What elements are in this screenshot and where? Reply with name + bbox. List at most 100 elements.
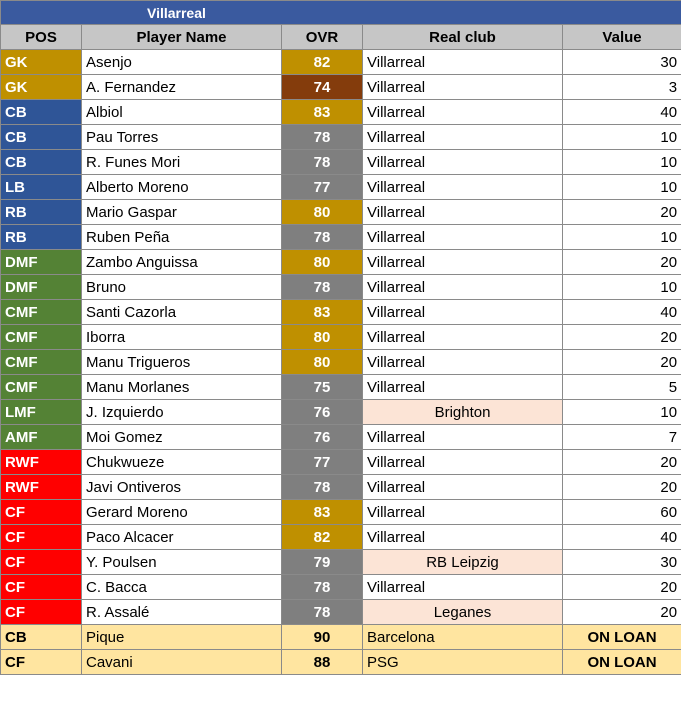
player-name-cell[interactable]: Moi Gomez — [81, 424, 282, 450]
ovr-cell[interactable]: 78 — [281, 274, 363, 300]
value-cell[interactable]: 20 — [561, 574, 681, 600]
ovr-cell[interactable]: 76 — [281, 424, 363, 450]
player-name-cell[interactable]: Asenjo — [81, 49, 282, 75]
value-cell[interactable]: 20 — [561, 349, 681, 375]
player-name-cell[interactable]: C. Bacca — [81, 574, 282, 600]
real-club-cell[interactable]: Villarreal — [362, 149, 563, 175]
player-name-cell[interactable]: Pau Torres — [81, 124, 282, 150]
value-cell[interactable]: 10 — [561, 224, 681, 250]
real-club-cell[interactable]: Villarreal — [362, 524, 563, 550]
pos-cell[interactable]: CMF — [0, 349, 82, 375]
value-cell[interactable]: 20 — [561, 324, 681, 350]
player-name-cell[interactable]: R. Funes Mori — [81, 149, 282, 175]
real-club-cell[interactable]: Villarreal — [362, 224, 563, 250]
player-name-cell[interactable]: Manu Morlanes — [81, 374, 282, 400]
real-club-cell[interactable]: Villarreal — [362, 124, 563, 150]
ovr-cell[interactable]: 74 — [281, 74, 363, 100]
player-name-cell[interactable]: R. Assalé — [81, 599, 282, 625]
value-cell[interactable]: 20 — [561, 449, 681, 475]
real-club-cell[interactable]: Villarreal — [362, 49, 563, 75]
value-cell[interactable]: 3 — [561, 74, 681, 100]
header-player-name[interactable]: Player Name — [81, 24, 282, 50]
value-cell[interactable]: 20 — [561, 599, 681, 625]
pos-cell[interactable]: DMF — [0, 249, 82, 275]
value-cell[interactable]: 10 — [561, 149, 681, 175]
value-cell[interactable]: 20 — [561, 249, 681, 275]
value-cell[interactable]: 10 — [561, 274, 681, 300]
ovr-cell[interactable]: 76 — [281, 399, 363, 425]
ovr-cell[interactable]: 83 — [281, 299, 363, 325]
player-name-cell[interactable]: Gerard Moreno — [81, 499, 282, 525]
player-name-cell[interactable]: Pique — [81, 624, 282, 650]
value-cell[interactable]: 20 — [561, 199, 681, 225]
value-cell[interactable]: ON LOAN — [561, 649, 681, 675]
value-cell[interactable]: 40 — [561, 99, 681, 125]
pos-cell[interactable]: CMF — [0, 324, 82, 350]
ovr-cell[interactable]: 78 — [281, 124, 363, 150]
player-name-cell[interactable]: Iborra — [81, 324, 282, 350]
ovr-cell[interactable]: 80 — [281, 324, 363, 350]
pos-cell[interactable]: CF — [0, 549, 82, 575]
ovr-cell[interactable]: 78 — [281, 224, 363, 250]
pos-cell[interactable]: AMF — [0, 424, 82, 450]
value-cell[interactable]: 5 — [561, 374, 681, 400]
player-name-cell[interactable]: Zambo Anguissa — [81, 249, 282, 275]
ovr-cell[interactable]: 83 — [281, 99, 363, 125]
ovr-cell[interactable]: 78 — [281, 149, 363, 175]
ovr-cell[interactable]: 82 — [281, 524, 363, 550]
player-name-cell[interactable]: Cavani — [81, 649, 282, 675]
ovr-cell[interactable]: 80 — [281, 349, 363, 375]
pos-cell[interactable]: CF — [0, 524, 82, 550]
value-cell[interactable]: 40 — [561, 299, 681, 325]
value-cell[interactable]: 30 — [561, 49, 681, 75]
real-club-cell[interactable]: Villarreal — [362, 324, 563, 350]
ovr-cell[interactable]: 79 — [281, 549, 363, 575]
ovr-cell[interactable]: 83 — [281, 499, 363, 525]
player-name-cell[interactable]: A. Fernandez — [81, 74, 282, 100]
pos-cell[interactable]: CMF — [0, 299, 82, 325]
real-club-cell[interactable]: Villarreal — [362, 449, 563, 475]
ovr-cell[interactable]: 78 — [281, 474, 363, 500]
pos-cell[interactable]: RWF — [0, 449, 82, 475]
real-club-cell[interactable]: Barcelona — [362, 624, 563, 650]
ovr-cell[interactable]: 90 — [281, 624, 363, 650]
ovr-cell[interactable]: 77 — [281, 174, 363, 200]
real-club-cell[interactable]: Villarreal — [362, 74, 563, 100]
pos-cell[interactable]: RB — [0, 199, 82, 225]
pos-cell[interactable]: CF — [0, 599, 82, 625]
ovr-cell[interactable]: 80 — [281, 199, 363, 225]
value-cell[interactable]: 60 — [561, 499, 681, 525]
value-cell[interactable]: 30 — [561, 549, 681, 575]
value-cell[interactable]: 20 — [561, 474, 681, 500]
real-club-cell[interactable]: Villarreal — [362, 99, 563, 125]
player-name-cell[interactable]: Santi Cazorla — [81, 299, 282, 325]
ovr-cell[interactable]: 82 — [281, 49, 363, 75]
value-cell[interactable]: 10 — [561, 124, 681, 150]
pos-cell[interactable]: GK — [0, 49, 82, 75]
pos-cell[interactable]: CMF — [0, 374, 82, 400]
real-club-cell[interactable]: Villarreal — [362, 299, 563, 325]
ovr-cell[interactable]: 77 — [281, 449, 363, 475]
team-title[interactable]: Villarreal — [0, 0, 681, 25]
real-club-cell[interactable]: Villarreal — [362, 174, 563, 200]
player-name-cell[interactable]: Chukwueze — [81, 449, 282, 475]
real-club-cell[interactable]: Villarreal — [362, 474, 563, 500]
pos-cell[interactable]: CB — [0, 149, 82, 175]
pos-cell[interactable]: CF — [0, 499, 82, 525]
ovr-cell[interactable]: 88 — [281, 649, 363, 675]
pos-cell[interactable]: GK — [0, 74, 82, 100]
value-cell[interactable]: 10 — [561, 399, 681, 425]
pos-cell[interactable]: LMF — [0, 399, 82, 425]
header-value[interactable]: Value — [561, 24, 681, 50]
pos-cell[interactable]: DMF — [0, 274, 82, 300]
player-name-cell[interactable]: Mario Gaspar — [81, 199, 282, 225]
real-club-cell[interactable]: Villarreal — [362, 349, 563, 375]
pos-cell[interactable]: RWF — [0, 474, 82, 500]
player-name-cell[interactable]: J. Izquierdo — [81, 399, 282, 425]
ovr-cell[interactable]: 75 — [281, 374, 363, 400]
player-name-cell[interactable]: Manu Trigueros — [81, 349, 282, 375]
real-club-cell[interactable]: PSG — [362, 649, 563, 675]
pos-cell[interactable]: LB — [0, 174, 82, 200]
header-real-club[interactable]: Real club — [362, 24, 563, 50]
player-name-cell[interactable]: Javi Ontiveros — [81, 474, 282, 500]
